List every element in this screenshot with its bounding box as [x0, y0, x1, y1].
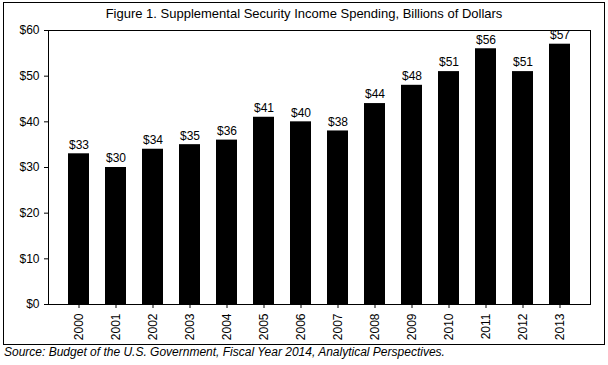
svg-text:$51: $51	[513, 55, 533, 69]
svg-text:$35: $35	[180, 129, 200, 143]
html-text:Source: Budget of the U.S. Gov: Source: Budget of the U.S. Government, F…	[4, 345, 445, 359]
svg-text:2005: 2005	[257, 313, 271, 340]
svg-text:2011: 2011	[479, 313, 493, 339]
svg-text:2010: 2010	[442, 313, 456, 340]
svg-text:2008: 2008	[368, 313, 382, 340]
svg-text:2001: 2001	[109, 313, 123, 340]
svg-text:$36: $36	[217, 124, 237, 138]
svg-text:$30: $30	[19, 160, 39, 174]
svg-text:$20: $20	[19, 206, 39, 220]
svg-text:2009: 2009	[405, 313, 419, 340]
svg-text:2007: 2007	[331, 313, 345, 340]
svg-text:2006: 2006	[294, 313, 308, 340]
svg-text:2012: 2012	[516, 313, 530, 340]
svg-text:2000: 2000	[72, 313, 86, 340]
svg-text:$0: $0	[26, 297, 40, 311]
svg-text:$34: $34	[143, 133, 163, 147]
svg-text:$10: $10	[19, 252, 39, 266]
svg-text:$40: $40	[291, 106, 311, 120]
svg-text:$60: $60	[19, 23, 39, 37]
svg-text:$51: $51	[439, 55, 459, 69]
svg-text:$40: $40	[19, 115, 39, 129]
html-text:Figure 1. Supplemental Securit: Figure 1. Supplemental Security Income S…	[105, 6, 503, 21]
svg-text:$30: $30	[106, 151, 126, 165]
svg-text:2002: 2002	[146, 313, 160, 340]
svg-text:2004: 2004	[220, 313, 234, 340]
svg-text:$38: $38	[328, 115, 348, 129]
svg-text:$56: $56	[476, 33, 496, 47]
svg-text:$33: $33	[69, 138, 89, 152]
svg-text:2003: 2003	[183, 313, 197, 340]
svg-text:$57: $57	[550, 28, 570, 42]
svg-text:$44: $44	[365, 87, 385, 101]
svg-text:2013: 2013	[553, 313, 567, 340]
svg-text:$50: $50	[19, 69, 39, 83]
svg-text:$41: $41	[254, 101, 274, 115]
svg-text:$48: $48	[402, 69, 422, 83]
